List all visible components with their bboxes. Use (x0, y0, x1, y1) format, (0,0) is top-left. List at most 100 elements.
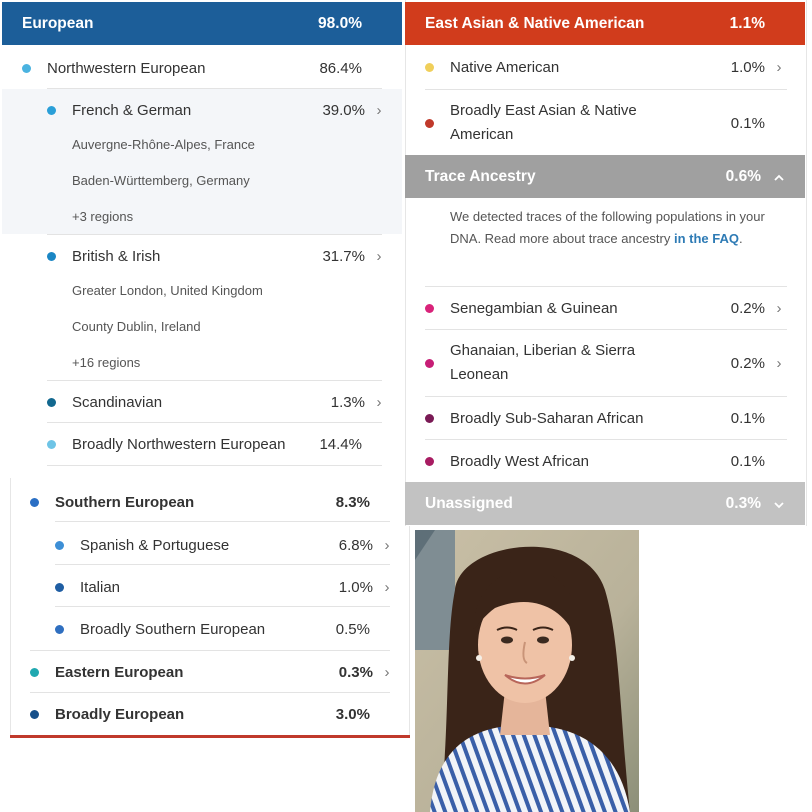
unassigned-header[interactable]: Unassigned 0.3% (405, 482, 805, 525)
divider (425, 286, 787, 287)
northwestern-european-row[interactable]: Northwestern European 86.4% (22, 52, 362, 84)
native-american-label: Native American (450, 58, 560, 76)
broadly-west-african-label: Broadly West African (450, 452, 589, 470)
chevron-right-icon[interactable]: › (376, 101, 382, 119)
more-regions-link[interactable]: +3 regions (72, 209, 134, 224)
region-auvergne: Auvergne-Rhône-Alpes, France (72, 137, 255, 152)
broadly-southern-row: Broadly Southern European 0.5% (55, 615, 370, 643)
northwestern-dot (22, 63, 31, 73)
broadly-ssa-row: Broadly Sub-Saharan African 0.1% (425, 404, 765, 432)
divider (30, 692, 390, 693)
chevron-right-icon[interactable]: › (376, 247, 382, 265)
broadly-ssa-pct: 0.1% (730, 409, 765, 427)
east-asian-header-label: East Asian & Native American (425, 14, 645, 32)
senegambian-label: Senegambian & Guinean (450, 299, 618, 317)
broadly-northwestern-label: Broadly Northwestern European (72, 435, 286, 453)
chevron-right-icon[interactable]: › (384, 536, 390, 554)
broadly-east-asian-row: Broadly East Asian & Native American 0.1… (425, 98, 765, 148)
divider (425, 439, 787, 440)
broadly-east-asian-label: Broadly East Asian & Native American (450, 102, 637, 143)
profile-photo-image (415, 530, 639, 812)
native-american-dot (425, 62, 434, 72)
eastern-european-row[interactable]: Eastern European 0.3% › (30, 658, 395, 686)
broadly-east-asian-dot (425, 118, 434, 128)
region-dublin: County Dublin, Ireland (72, 319, 201, 334)
divider (47, 465, 382, 466)
broadly-ssa-label: Broadly Sub-Saharan African (450, 409, 644, 427)
broadly-west-african-pct: 0.1% (730, 452, 765, 470)
french-german-expanded (2, 89, 402, 234)
trace-ancestry-note: We detected traces of the following popu… (450, 209, 765, 246)
scandinavian-row[interactable]: Scandinavian 1.3% › (47, 388, 387, 416)
broadly-southern-dot (55, 624, 64, 634)
ghanaian-label: Ghanaian, Liberian & Sierra Leonean (450, 342, 636, 383)
broadly-west-african-row: Broadly West African 0.1% (425, 447, 765, 475)
broadly-southern-label: Broadly Southern European (80, 620, 266, 638)
southern-pct: 8.3% (335, 493, 370, 511)
chevron-right-icon[interactable]: › (384, 578, 390, 596)
trace-ancestry-header[interactable]: Trace Ancestry 0.6% (405, 155, 805, 198)
senegambian-pct: 0.2% (730, 299, 765, 317)
british-irish-dot (47, 251, 56, 261)
ghanaian-dot (425, 358, 434, 368)
chevron-right-icon[interactable]: › (384, 663, 390, 681)
southern-label: Southern European (55, 493, 195, 511)
eastern-dot (30, 667, 39, 677)
scandinavian-dot (47, 397, 56, 407)
french-german-row[interactable]: French & German 39.0% › (47, 96, 387, 124)
divider (55, 564, 390, 565)
italian-pct: 1.0% (338, 578, 373, 596)
chevron-right-icon[interactable]: › (776, 58, 782, 76)
broadly-ssa-dot (425, 413, 434, 423)
southern-european-row[interactable]: Southern European 8.3% (30, 488, 370, 516)
italian-dot (55, 582, 64, 592)
divider (425, 329, 787, 330)
chevron-up-icon (773, 171, 785, 183)
italian-label: Italian (80, 578, 121, 596)
chevron-right-icon[interactable]: › (376, 393, 382, 411)
spanish-dot (55, 540, 64, 550)
european-header[interactable]: European 98.0% (2, 2, 402, 45)
french-german-dot (47, 105, 56, 115)
divider (47, 422, 382, 423)
divider (47, 234, 382, 235)
chevron-right-icon[interactable]: › (776, 354, 782, 372)
east-asian-header[interactable]: East Asian & Native American 1.1% (405, 2, 805, 45)
senegambian-row[interactable]: Senegambian & Guinean 0.2% › (425, 294, 787, 322)
eastern-label: Eastern European (55, 663, 184, 681)
broadly-european-label: Broadly European (55, 705, 185, 723)
faq-link[interactable]: in the FAQ (674, 231, 739, 246)
broadly-east-asian-pct: 0.1% (730, 114, 765, 132)
trace-ancestry-label: Trace Ancestry (425, 167, 536, 185)
italian-row[interactable]: Italian 1.0% › (55, 573, 395, 601)
spanish-portuguese-row[interactable]: Spanish & Portuguese 6.8% › (55, 531, 395, 559)
east-asian-panel (405, 0, 807, 526)
ghanaian-row[interactable]: Ghanaian, Liberian & Sierra Leonean 0.2%… (425, 338, 787, 388)
spanish-label: Spanish & Portuguese (80, 536, 230, 554)
unassigned-label: Unassigned (425, 494, 513, 512)
spanish-pct: 6.8% (338, 536, 373, 554)
british-irish-row[interactable]: British & Irish 31.7% › (47, 242, 387, 270)
southern-panel (10, 478, 410, 736)
divider (55, 521, 390, 522)
profile-photo (415, 530, 639, 812)
broadly-northwestern-row: Broadly Northwestern European 14.4% (47, 430, 362, 458)
french-german-label: French & German (72, 101, 192, 119)
broadly-west-african-dot (425, 456, 434, 466)
divider (425, 396, 787, 397)
british-irish-label: British & Irish (72, 247, 161, 265)
european-header-pct: 98.0% (318, 14, 362, 32)
broadly-northwestern-dot (47, 439, 56, 449)
divider (47, 380, 382, 381)
eastern-pct: 0.3% (338, 663, 373, 681)
more-regions-link[interactable]: +16 regions (72, 355, 141, 370)
native-american-pct: 1.0% (730, 58, 765, 76)
native-american-row[interactable]: Native American 1.0% › (425, 53, 787, 81)
divider (425, 89, 787, 90)
broadly-european-row: Broadly European 3.0% (30, 700, 370, 728)
british-irish-pct: 31.7% (322, 247, 365, 265)
senegambian-dot (425, 303, 434, 313)
chevron-right-icon[interactable]: › (776, 299, 782, 317)
chevron-down-icon (773, 498, 785, 510)
scandinavian-label: Scandinavian (72, 393, 163, 411)
